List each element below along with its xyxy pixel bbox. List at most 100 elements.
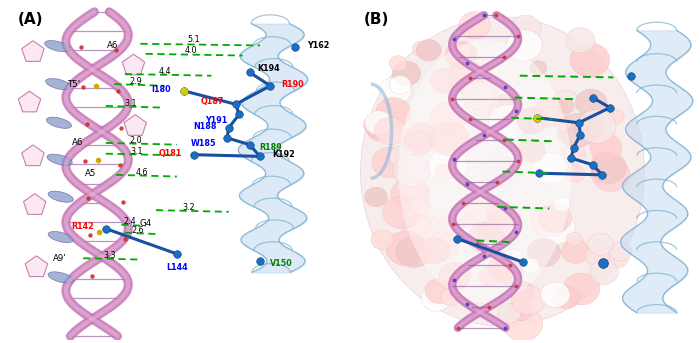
Ellipse shape	[452, 43, 471, 60]
Ellipse shape	[555, 118, 571, 131]
Ellipse shape	[503, 307, 542, 341]
Ellipse shape	[590, 134, 622, 162]
Text: N188: N188	[193, 122, 217, 131]
Ellipse shape	[562, 144, 586, 165]
Text: G4: G4	[139, 219, 152, 228]
Ellipse shape	[608, 109, 624, 123]
Text: A6: A6	[107, 41, 118, 50]
Ellipse shape	[539, 204, 572, 232]
Text: 3.3: 3.3	[103, 251, 116, 260]
Text: A9': A9'	[52, 254, 66, 263]
Text: T5': T5'	[68, 80, 81, 88]
Ellipse shape	[557, 113, 597, 147]
Ellipse shape	[371, 230, 394, 250]
Ellipse shape	[592, 158, 630, 191]
Ellipse shape	[522, 258, 540, 273]
Text: R142: R142	[71, 223, 94, 232]
Ellipse shape	[392, 61, 421, 86]
Ellipse shape	[553, 286, 580, 309]
Ellipse shape	[412, 41, 430, 56]
Ellipse shape	[376, 97, 411, 128]
Ellipse shape	[466, 201, 495, 226]
Ellipse shape	[488, 105, 528, 139]
Ellipse shape	[365, 187, 388, 207]
Ellipse shape	[413, 212, 436, 232]
Ellipse shape	[379, 77, 412, 104]
Ellipse shape	[537, 211, 575, 244]
Ellipse shape	[484, 120, 508, 141]
Ellipse shape	[468, 222, 505, 254]
Ellipse shape	[389, 75, 411, 94]
Ellipse shape	[553, 91, 579, 113]
Ellipse shape	[430, 68, 459, 93]
Ellipse shape	[592, 153, 610, 168]
Ellipse shape	[402, 130, 433, 156]
Ellipse shape	[360, 17, 645, 326]
Ellipse shape	[367, 119, 392, 141]
Ellipse shape	[480, 267, 501, 286]
Text: 2.6: 2.6	[132, 226, 144, 235]
Ellipse shape	[46, 117, 71, 128]
Ellipse shape	[405, 123, 438, 152]
Text: 4.0: 4.0	[184, 46, 197, 55]
Text: 3.1: 3.1	[131, 147, 144, 156]
Ellipse shape	[603, 247, 629, 268]
Ellipse shape	[566, 165, 585, 182]
Ellipse shape	[585, 246, 610, 267]
Ellipse shape	[512, 119, 531, 135]
Ellipse shape	[410, 198, 431, 215]
Ellipse shape	[534, 97, 568, 127]
Ellipse shape	[503, 249, 522, 265]
Text: I180: I180	[151, 85, 171, 94]
Ellipse shape	[517, 108, 547, 134]
Ellipse shape	[445, 41, 477, 68]
Ellipse shape	[440, 288, 461, 306]
Ellipse shape	[45, 40, 70, 52]
Ellipse shape	[587, 233, 613, 255]
Ellipse shape	[484, 210, 522, 241]
Ellipse shape	[421, 285, 452, 311]
Ellipse shape	[590, 152, 626, 183]
Ellipse shape	[430, 121, 469, 156]
Ellipse shape	[589, 260, 618, 285]
Ellipse shape	[435, 164, 454, 180]
Ellipse shape	[48, 232, 74, 243]
Ellipse shape	[363, 114, 391, 137]
Ellipse shape	[486, 201, 512, 224]
Ellipse shape	[402, 213, 432, 239]
Ellipse shape	[484, 156, 517, 185]
Ellipse shape	[365, 111, 393, 135]
Text: 4.6: 4.6	[136, 168, 148, 177]
Text: Y162: Y162	[307, 41, 329, 50]
Ellipse shape	[527, 238, 561, 267]
Ellipse shape	[510, 281, 535, 303]
Ellipse shape	[492, 258, 522, 284]
Text: 3.1: 3.1	[125, 99, 137, 108]
Ellipse shape	[566, 28, 595, 53]
Ellipse shape	[444, 276, 462, 291]
Ellipse shape	[575, 89, 607, 116]
Text: A5: A5	[85, 169, 96, 178]
Ellipse shape	[416, 39, 441, 61]
Ellipse shape	[461, 213, 477, 228]
Ellipse shape	[487, 95, 520, 123]
Text: 2.4: 2.4	[124, 217, 136, 226]
Ellipse shape	[563, 273, 600, 305]
Ellipse shape	[498, 304, 521, 323]
Ellipse shape	[446, 60, 485, 93]
Ellipse shape	[554, 197, 570, 212]
Text: Q181: Q181	[159, 149, 182, 157]
Ellipse shape	[488, 256, 517, 281]
Text: A6: A6	[72, 139, 84, 147]
Ellipse shape	[540, 282, 570, 307]
Ellipse shape	[383, 196, 421, 229]
Ellipse shape	[428, 149, 468, 182]
Text: 2.0: 2.0	[130, 136, 142, 145]
Text: R190: R190	[281, 80, 304, 88]
Text: 2.9: 2.9	[130, 77, 143, 86]
Ellipse shape	[389, 146, 413, 167]
Text: 5.1: 5.1	[188, 35, 200, 44]
Text: Q187: Q187	[200, 97, 224, 106]
Text: K194: K194	[258, 64, 280, 73]
Text: W185: W185	[190, 140, 216, 149]
